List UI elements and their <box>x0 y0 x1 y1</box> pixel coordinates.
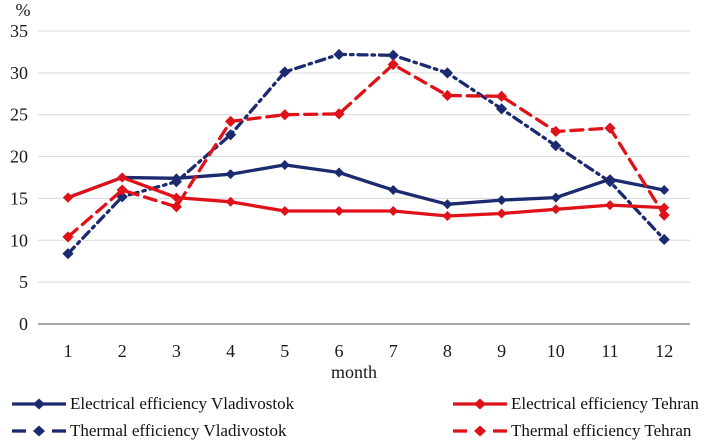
data-point-diamond <box>225 129 237 141</box>
y-tick-label: 15 <box>10 188 28 208</box>
legend-item-thermal-vladivostok: Thermal efficiency Vladivostok <box>12 421 287 441</box>
data-point-diamond <box>116 184 128 196</box>
x-tick-label: 1 <box>64 341 73 361</box>
y-tick-label: 35 <box>10 21 28 41</box>
axis-label-layer: % month <box>16 0 378 382</box>
legend-marker-dashed-line-navy-icon <box>12 425 66 437</box>
legend-label-electrical-vladivostok: Electrical efficiency Vladivostok <box>70 394 295 413</box>
legend-item-electrical-vladivostok: Electrical efficiency Vladivostok <box>12 394 294 414</box>
data-point-diamond <box>658 209 670 221</box>
x-tick-label: 3 <box>172 341 181 361</box>
series-line <box>66 163 666 206</box>
data-point-diamond <box>550 204 561 215</box>
series-3 <box>62 58 670 243</box>
x-axis-title: month <box>331 362 377 382</box>
data-point-diamond <box>387 49 399 61</box>
data-point-diamond <box>279 66 291 78</box>
data-point-diamond <box>441 89 453 102</box>
series-1 <box>62 48 670 260</box>
data-point-diamond <box>225 115 237 128</box>
series-layer <box>62 48 670 260</box>
y-tick-label: 10 <box>10 230 28 250</box>
data-point-diamond <box>63 192 73 203</box>
x-tick-label: 6 <box>335 341 344 361</box>
data-point-diamond <box>496 208 507 219</box>
data-point-diamond <box>117 172 128 183</box>
data-point-diamond <box>441 67 453 79</box>
data-point-diamond <box>334 167 344 178</box>
x-tick-label: 12 <box>655 341 673 361</box>
legend-diamond <box>474 425 486 437</box>
data-point-diamond <box>170 201 182 213</box>
legend-marker-solid-line-navy-icon <box>12 398 66 410</box>
data-point-diamond <box>659 185 670 196</box>
data-point-diamond <box>225 169 236 180</box>
series-2 <box>63 172 670 222</box>
series-line <box>66 62 666 239</box>
data-point-diamond <box>225 196 236 207</box>
data-point-diamond <box>550 125 562 138</box>
legend-diamond <box>33 425 45 437</box>
x-tick-label: 11 <box>601 341 618 361</box>
x-tick-label: 8 <box>443 341 452 361</box>
data-point-diamond <box>550 192 561 203</box>
data-point-diamond <box>334 205 344 216</box>
data-point-diamond <box>442 199 453 210</box>
data-point-diamond <box>333 108 345 120</box>
data-point-diamond <box>496 90 508 102</box>
legend-label-thermal-vladivostok: Thermal efficiency Vladivostok <box>70 421 287 440</box>
data-point-diamond <box>170 176 182 188</box>
x-tick-label: 4 <box>226 341 235 361</box>
data-point-diamond <box>279 159 290 170</box>
series-line <box>66 52 666 256</box>
data-point-diamond <box>388 185 399 196</box>
legend-diamond <box>474 398 486 410</box>
data-point-diamond <box>550 140 562 152</box>
y-tick-label: 20 <box>10 147 28 167</box>
data-point-diamond <box>496 103 508 115</box>
data-point-diamond <box>604 176 616 188</box>
legend-diamond <box>33 398 45 410</box>
data-point-diamond <box>279 109 291 121</box>
data-point-diamond <box>279 205 290 216</box>
x-tick-label: 2 <box>118 341 127 361</box>
x-tick-label: 7 <box>389 341 398 361</box>
y-tick-label: 0 <box>19 314 28 334</box>
legend-label-thermal-tehran: Thermal efficiency Tehran <box>511 421 692 440</box>
x-tick-label: 9 <box>497 341 506 361</box>
series-0 <box>63 159 670 210</box>
legend-item-thermal-tehran: Thermal efficiency Tehran <box>453 421 691 441</box>
data-point-diamond <box>442 211 453 222</box>
data-point-diamond <box>496 195 507 206</box>
legend-marker-solid-line-red-icon <box>453 398 507 410</box>
legend-marker-dashed-line-red-icon <box>453 425 507 437</box>
y-tick-label: 5 <box>19 272 28 292</box>
data-point-diamond <box>62 231 74 243</box>
y-tick-label: 25 <box>10 105 28 125</box>
data-point-diamond <box>387 58 399 71</box>
data-point-diamond <box>333 48 345 61</box>
x-tick-label: 5 <box>280 341 289 361</box>
legend-item-electrical-tehran: Electrical efficiency Tehran <box>453 394 699 414</box>
series-line <box>66 175 666 218</box>
data-point-diamond <box>605 200 615 211</box>
y-tick-label: 30 <box>10 63 28 83</box>
legend-label-electrical-tehran: Electrical efficiency Tehran <box>511 394 699 413</box>
data-point-diamond <box>604 122 616 134</box>
data-point-diamond <box>388 205 399 216</box>
data-point-diamond <box>658 233 670 246</box>
data-point-diamond <box>62 248 74 260</box>
x-tick-label: 10 <box>547 341 565 361</box>
y-axis-unit-label: % <box>16 0 31 20</box>
